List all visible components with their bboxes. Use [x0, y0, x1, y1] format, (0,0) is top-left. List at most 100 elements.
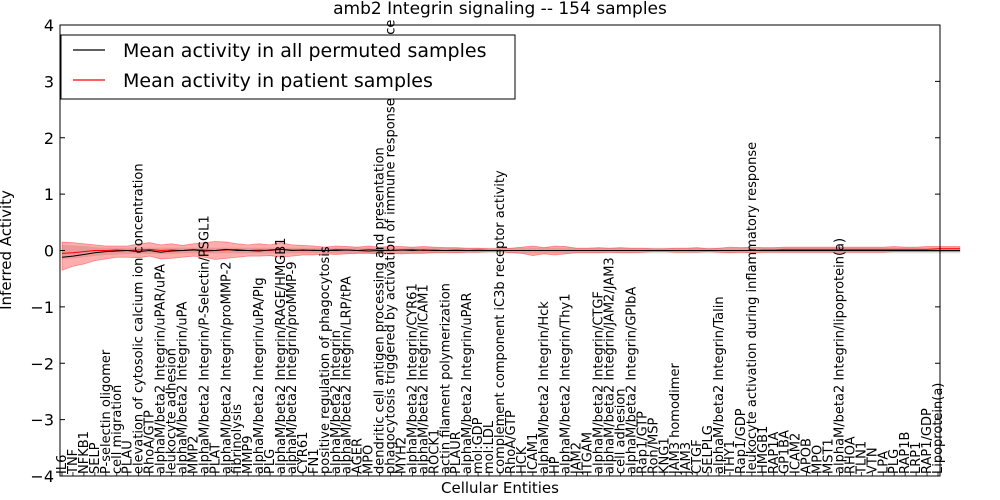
x-tick-label: alphaM/beta2 Integrin/JAM2/JAM3 — [603, 257, 618, 474]
x-tick-label: PLG — [263, 449, 278, 474]
x-tick-label: alphaM/beta2 Integrin/LRP/tPA — [340, 276, 355, 474]
y-tick-label: 3 — [44, 72, 54, 91]
x-tick-label: PLG — [887, 449, 902, 474]
y-tick-label: −1 — [30, 298, 54, 317]
x-tick-label: PLAUR — [449, 431, 464, 474]
y-tick-label: −3 — [30, 411, 54, 430]
x-tick-label: PLAT — [208, 443, 223, 474]
x-tick-label: elevation of cytosolic calcium ion conce… — [132, 163, 147, 474]
x-tick-label: cell migration — [110, 385, 125, 474]
x-tick-label: alphaM/beta2 Integrin/Thy1 — [559, 294, 574, 475]
y-axis-ticks: −4 −3 −2 −1 0 1 2 3 4 — [30, 16, 940, 486]
y-axis-label: Inferred Activity — [0, 190, 15, 310]
x-tick-label: SELPLG — [701, 425, 716, 474]
mean-lines — [61, 248, 960, 258]
x-tick-label: alphaM/beta2 Integrin/RAGE/HMGB1 — [274, 238, 289, 474]
band-permuted — [62, 244, 960, 259]
x-tick-label: LRP1 — [909, 442, 924, 474]
x-tick-label: MST1 — [822, 438, 837, 474]
x-tick-label: alphaM/beta2 Integrin/ICAM1 — [416, 284, 431, 474]
x-tick-label: ROCK1 — [427, 429, 442, 474]
x-tick-label: alphaM/beta2 Integrin — [329, 330, 344, 474]
x-tick-label: RHOA — [843, 436, 858, 474]
x-tick-label: CYR61 — [296, 432, 311, 474]
x-tick-label: ICAM1 — [526, 433, 541, 474]
x-tick-label: RAP1A — [767, 431, 782, 474]
x-tick-label: alphaM/beta2 Integrin/CTGF — [592, 291, 607, 474]
y-tick-label: 0 — [44, 242, 54, 261]
x-tick-label: alphaM/beta2 Integrin/uPA/Plg — [252, 277, 267, 474]
x-tick-label: RAP1B — [898, 432, 913, 474]
x-tick-label: alphaM/beta2 Integrin/proMMP-9 — [285, 261, 300, 474]
x-tick-label: alphaM/beta2 Integrin/uPAR/uPA — [154, 264, 169, 474]
x-tick-label: leukocyte adhesion — [165, 348, 180, 474]
legend-label-patient: Mean activity in patient samples — [123, 70, 433, 92]
x-tick-label: alphaM/beta2 Integrin/lipoprotein(a) — [833, 238, 848, 474]
x-tick-label: MMP2 — [186, 435, 201, 474]
x-tick-label: APOB — [800, 438, 815, 474]
x-tick-label: RhoA/GTP — [143, 410, 158, 474]
y-tick-label: −2 — [30, 354, 54, 373]
x-tick-label: dendritic cell antigen processing and pr… — [373, 147, 388, 474]
x-tick-label: TLN1 — [854, 441, 869, 475]
x-tick-label: Rap1/GTP — [635, 411, 650, 474]
x-tick-label: RhoA/GTP — [504, 410, 519, 474]
legend: Mean activity in all permuted samples Me… — [60, 34, 516, 100]
x-tick-label: complement component iC3b receptor activ… — [493, 170, 508, 474]
x-tick-label: positive regulation of phagocytosis — [318, 246, 333, 474]
y-tick-label: 2 — [44, 129, 54, 148]
x-tick-label: THY1 — [723, 440, 738, 475]
x-tick-label: AGER — [351, 438, 366, 474]
x-tick-label: alphaM/beta2 Integrin/P-Selectin/PSGL1 — [197, 215, 212, 474]
x-tick-label: leukocyte activation during inflammatory… — [745, 142, 760, 474]
x-tick-label: MMP9 — [241, 435, 256, 474]
x-tick-label: phagocytosis triggered by activation of … — [384, 20, 399, 474]
x-tick-label: Ron/MSP — [646, 418, 661, 474]
x-tick-label: alphaM/beta2 Integrin/Talin — [712, 296, 727, 474]
x-tick-label: ITGAM — [581, 432, 596, 474]
x-tick-label: alphaM/beta2 Integrin/Hck — [537, 301, 552, 474]
line-permuted-mean — [61, 248, 960, 258]
x-tick-label: ICAM2 — [789, 433, 804, 474]
x-tick-label: Rap1/GDP — [734, 408, 749, 474]
spread-bands — [61, 241, 961, 271]
x-tick-label: alphaM/beta2 Integrin/CYR61 — [405, 283, 420, 474]
x-tick-label: VTN — [865, 447, 880, 474]
x-tick-label: actin filament polymerization — [438, 283, 453, 474]
legend-box — [60, 34, 516, 100]
x-tick-label: HCK — [515, 446, 530, 474]
x-tick-label: MYH2 — [394, 437, 409, 474]
x-tick-label: JAM3 homodimer — [668, 363, 683, 475]
x-tick-label: SELP — [88, 442, 103, 474]
x-tick-label: mol:LDL — [482, 420, 497, 474]
x-tick-label: JAM3 — [679, 442, 694, 475]
x-tick-label: mol:GDP — [471, 417, 486, 474]
x-tick-label: RAP1/GDP — [920, 408, 935, 474]
y-tick-label: −4 — [30, 467, 54, 486]
legend-label-permuted: Mean activity in all permuted samples — [123, 40, 486, 62]
x-tick-label: alphaM/beta2 Integrin/uPAR — [460, 292, 475, 474]
x-tick-label: IL6 — [55, 455, 70, 474]
x-tick-label: FN1 — [307, 449, 322, 474]
y-tick-label: 4 — [44, 16, 54, 35]
x-tick-label: GP1BA — [778, 430, 793, 474]
x-tick-label: alphaM/beta2 Integrin/proMMP-2 — [219, 261, 234, 474]
x-tick-label: LPA — [876, 451, 891, 474]
x-tick-label: KNG1 — [657, 437, 672, 474]
x-tick-label: JAM2 — [570, 442, 585, 475]
x-tick-label: HP — [548, 456, 563, 474]
y-tick-label: 1 — [44, 185, 54, 204]
x-tick-label: MPO — [811, 445, 826, 474]
x-tick-label: alphaM/beta2 Integrin/uPA — [175, 301, 190, 474]
x-tick-label: P-selectin oligomer — [99, 349, 114, 474]
band-patient — [61, 241, 961, 271]
x-tick-label: fibrinolysis — [230, 404, 245, 474]
x-tick-label: MPO — [362, 445, 377, 474]
x-tick-label: TNF — [66, 449, 81, 475]
x-axis-label: Cellular Entities — [441, 479, 559, 497]
x-tick-label: HMGB1 — [756, 426, 771, 474]
x-tick-label: alphaM/beta2 Integrin/GPIbA — [624, 287, 639, 474]
x-tick-label: cell adhesion — [614, 388, 629, 474]
